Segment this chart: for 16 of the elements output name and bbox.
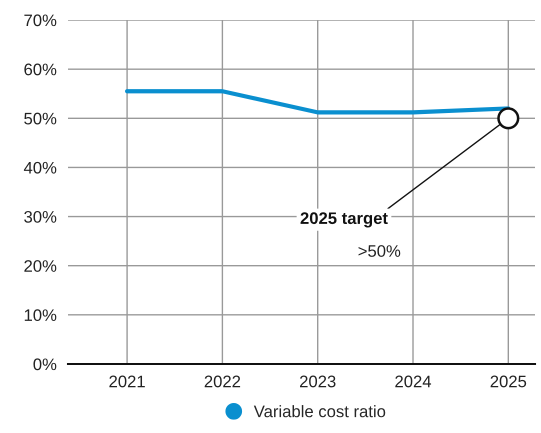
y-tick-label: 30% [24, 210, 56, 223]
legend-label: Variable cost ratio [254, 405, 386, 418]
y-tick-label: 70% [24, 14, 56, 26]
x-tick-label: 2021 [109, 376, 145, 388]
y-tick-label: 10% [24, 309, 56, 322]
y-tick-label: 20% [24, 260, 56, 272]
annotation: >50% [358, 245, 400, 257]
y-tick-label: 50% [24, 112, 56, 124]
annotation: 2025 target [300, 212, 388, 228]
x-tick-label: 2024 [395, 376, 432, 388]
y-tick-label: 60% [24, 64, 56, 76]
x-tick-label: 2025 [490, 376, 526, 388]
y-tick-label: 40% [24, 162, 56, 174]
x-tick-label: 2022 [204, 376, 240, 388]
y-tick-label: 0% [33, 358, 56, 370]
x-tick-label: 2023 [300, 376, 336, 388]
